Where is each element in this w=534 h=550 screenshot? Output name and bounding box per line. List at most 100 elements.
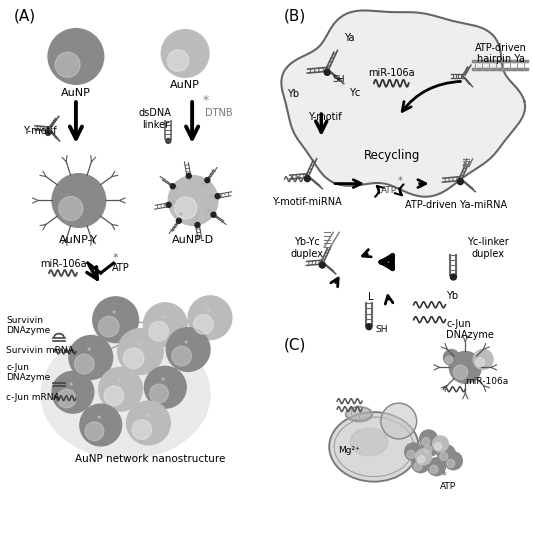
Text: ATP: ATP [112,263,129,273]
Circle shape [175,197,197,219]
Text: *: * [171,200,176,209]
Circle shape [418,455,425,463]
Text: Survivin mRNA: Survivin mRNA [6,346,74,355]
Circle shape [186,174,191,179]
Circle shape [439,453,448,460]
Polygon shape [281,10,525,197]
Text: *: * [184,339,189,349]
Text: Recycling: Recycling [364,149,420,162]
Text: c-Jun
DNAzyme: c-Jun DNAzyme [446,319,494,340]
Circle shape [424,446,432,454]
Circle shape [450,351,481,383]
Text: *: * [97,415,101,424]
Text: (C): (C) [284,337,306,352]
Circle shape [48,29,104,84]
Circle shape [445,356,453,364]
Circle shape [430,465,438,474]
Circle shape [85,422,104,441]
Circle shape [414,463,422,470]
Circle shape [319,262,325,268]
Text: *: * [206,308,210,317]
Circle shape [428,458,445,476]
Circle shape [52,371,94,413]
Circle shape [166,328,210,371]
Ellipse shape [329,412,419,482]
Text: *: * [116,379,121,388]
Circle shape [123,348,144,368]
Circle shape [473,349,493,370]
Circle shape [166,139,171,144]
Circle shape [149,321,169,341]
Text: ATP-driven
hairpin Ya: ATP-driven hairpin Ya [475,43,527,64]
Circle shape [443,349,459,365]
Text: *: * [113,253,118,263]
Circle shape [205,178,210,183]
Circle shape [45,130,51,135]
Text: SH: SH [375,325,388,334]
Text: miR-106a: miR-106a [368,68,415,78]
Text: *: * [87,348,91,356]
Circle shape [127,401,170,445]
Text: *: * [442,471,446,481]
Text: *: * [206,208,210,217]
Circle shape [437,445,456,463]
Text: DTNB: DTNB [205,108,233,118]
Text: ATP-driven Ya-miRNA: ATP-driven Ya-miRNA [405,200,507,211]
Circle shape [99,367,143,411]
Circle shape [167,50,189,72]
Text: Survivin
DNAzyme: Survivin DNAzyme [6,316,51,336]
Circle shape [80,404,122,446]
Circle shape [194,315,213,334]
Circle shape [211,212,216,217]
Circle shape [57,389,76,408]
Text: *: * [136,342,140,350]
Circle shape [422,438,430,446]
Circle shape [405,443,422,461]
Text: *: * [203,94,209,107]
Circle shape [74,354,94,374]
Text: Yc: Yc [349,88,360,98]
Circle shape [458,179,464,185]
Circle shape [476,358,485,367]
Text: Y-motif: Y-motif [23,126,57,136]
Text: *: * [69,382,73,391]
Text: *: * [161,315,166,324]
Text: Ya: Ya [344,32,355,42]
Text: AuNP: AuNP [170,80,200,90]
Circle shape [407,450,415,459]
Circle shape [170,184,175,189]
Circle shape [420,430,437,448]
Text: *: * [144,413,148,422]
Text: *: * [161,377,166,386]
Text: miR-106a: miR-106a [465,377,508,386]
Circle shape [161,30,209,78]
Circle shape [172,346,191,366]
Text: Yb-Yc
duplex: Yb-Yc duplex [291,238,324,259]
Circle shape [422,438,439,456]
Circle shape [188,296,232,339]
Circle shape [52,174,106,227]
Text: SH: SH [332,75,345,84]
Text: *: * [398,175,403,185]
Circle shape [415,449,431,465]
Circle shape [447,459,455,468]
Text: *: * [175,186,179,195]
Text: *: * [187,178,191,188]
Text: dsDNA
linker: dsDNA linker [139,108,172,130]
Circle shape [366,324,372,329]
Ellipse shape [345,406,373,422]
Text: *: * [209,194,213,203]
Circle shape [176,218,182,223]
Circle shape [55,52,80,78]
Circle shape [381,403,417,439]
Text: c-Jun
DNAzyme: c-Jun DNAzyme [6,362,51,382]
Text: miR-106a: miR-106a [40,259,87,269]
Circle shape [215,194,220,199]
Circle shape [104,386,124,406]
Circle shape [435,443,442,450]
Text: c-Jun mRNA: c-Jun mRNA [6,393,60,402]
Circle shape [59,196,83,221]
Circle shape [444,452,462,470]
Text: *: * [201,182,205,190]
Circle shape [132,420,152,439]
